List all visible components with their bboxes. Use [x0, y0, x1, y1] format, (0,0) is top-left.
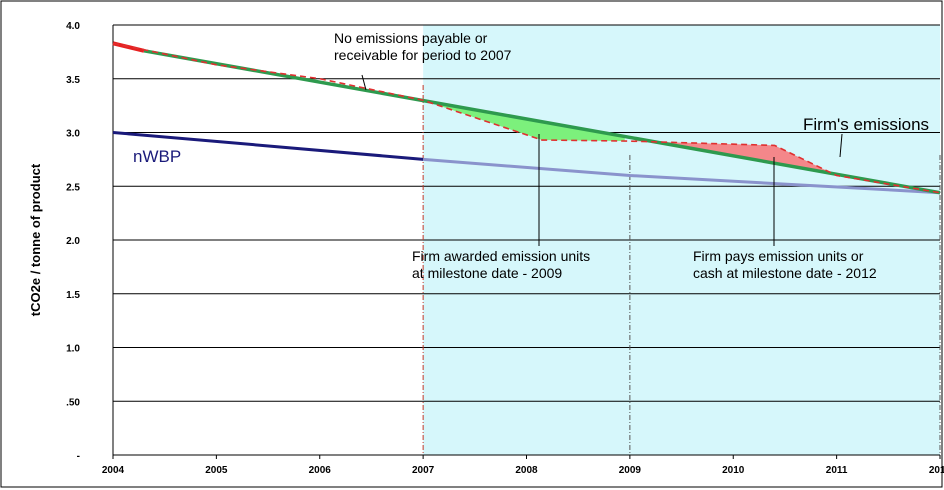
y-tick-3: 2.5 — [66, 182, 80, 193]
firm-emissions-line — [112, 42, 941, 194]
x-tick-2011: 2011 — [826, 465, 848, 476]
x-tick-2006: 2006 — [309, 465, 332, 476]
y-axis-label: tCO2e / tonne of product — [28, 163, 43, 316]
x-tick-2004: 2004 — [102, 465, 125, 476]
target-line — [143, 49, 941, 195]
y-tick-7: .50 — [66, 397, 80, 408]
y-tick-1: 3.5 — [66, 75, 80, 86]
x-tick-2012: 2012 — [929, 465, 944, 476]
annotation-awarded-units-line-1: at milestone date - 2009 — [412, 265, 562, 281]
annotation-awarded-units-line-0: Firm awarded emission units — [412, 248, 590, 264]
annotation-no-emissions-line-0: No emissions payable or — [334, 30, 488, 46]
y-tick-0: 4.0 — [66, 21, 80, 32]
y-tick-5: 1.5 — [66, 290, 80, 301]
x-tick-2007: 2007 — [412, 465, 435, 476]
x-tick-2009: 2009 — [619, 465, 642, 476]
y-tick-2: 3.0 — [66, 129, 80, 140]
nwbp-label: nWBP — [133, 147, 181, 166]
firm-emissions-label: Firm's emissions — [803, 115, 929, 134]
x-tick-2008: 2008 — [515, 465, 538, 476]
y-tick-6: 1.0 — [66, 344, 80, 355]
y-tick-4: 2.0 — [66, 236, 80, 247]
annotation-awarded-units: Firm awarded emission units at milestone … — [412, 248, 590, 281]
annotation-pays-units-line-1: cash at milestone date - 2012 — [693, 265, 877, 281]
annotation-no-emissions-line-1: receivable for period to 2007 — [334, 47, 512, 63]
x-tick-2010: 2010 — [722, 465, 745, 476]
annotation-pays-units: Firm pays emission units or cash at miles… — [693, 248, 877, 281]
x-tick-2005: 2005 — [205, 465, 228, 476]
firm-emissions-pointer — [839, 133, 843, 158]
annotation-pays-units-line-0: Firm pays emission units or — [693, 248, 864, 264]
nwbp-line-projected — [423, 157, 941, 195]
annotation-no-emissions-pointer — [361, 74, 367, 91]
y-tick-8: - — [77, 451, 80, 462]
nwbp-line-solid — [112, 131, 424, 161]
annotation-no-emissions: No emissions payable or receivable for pe… — [334, 30, 512, 63]
